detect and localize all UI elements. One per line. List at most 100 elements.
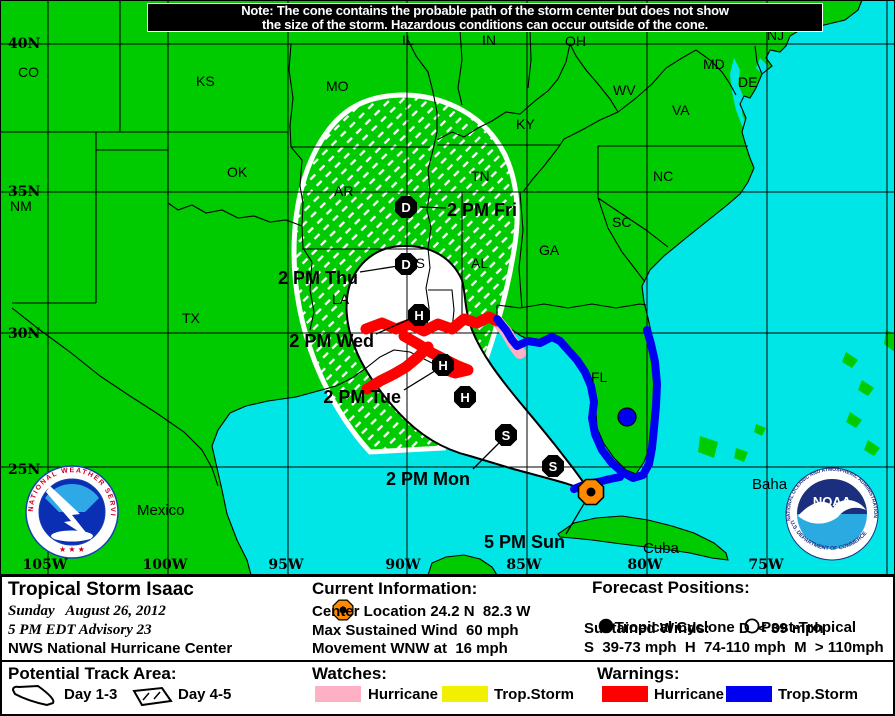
chesapeake-delaware-bays xyxy=(730,58,768,128)
hurricane-watch-label: Hurricane xyxy=(368,686,439,703)
svg-text:KY: KY xyxy=(516,116,535,132)
svg-text:2 PM Wed: 2 PM Wed xyxy=(289,331,374,351)
svg-text:GA: GA xyxy=(539,242,560,258)
trop-storm-watch-label: Trop.Storm xyxy=(494,686,575,703)
marker-s2: S xyxy=(495,424,517,446)
forecast-map: CO KS OK NM TX MO AR LA MS AL GA FL TN K… xyxy=(0,0,895,576)
svg-text:40N: 40N xyxy=(8,36,40,52)
marker-h3: H xyxy=(408,304,430,326)
svg-text:NOAA: NOAA xyxy=(813,494,852,509)
track-area-title: Potential Track Area: xyxy=(8,664,177,683)
svg-text:OK: OK xyxy=(227,164,248,180)
svg-text:CO: CO xyxy=(18,64,39,80)
wind-categories-line: S 39-73 mph H 74-110 mph M > 110mph xyxy=(584,639,884,656)
current-wind: Max Sustained Wind 60 mph xyxy=(312,622,519,639)
svg-text:TX: TX xyxy=(182,310,201,326)
tropical-cyclone-label: Tropical Cyclone xyxy=(614,619,735,636)
trop-storm-warning-swatch xyxy=(726,686,772,702)
svg-text:NC: NC xyxy=(653,168,673,184)
forecast-positions-key: Tropical Cyclone Post-Tropical xyxy=(580,601,856,653)
svg-text:MO: MO xyxy=(326,78,349,94)
svg-text:30N: 30N xyxy=(8,326,40,342)
day4-5-label: Day 4-5 xyxy=(178,686,232,703)
current-location: Center Location 24.2 N 82.3 W xyxy=(312,603,531,620)
forecast-positions-title: Forecast Positions: xyxy=(592,578,750,597)
lon-labels: 105W 100W 95W 90W 85W 80W 75W xyxy=(23,557,784,573)
svg-text:90W: 90W xyxy=(385,557,420,573)
current-movement: Movement WNW at 16 mph xyxy=(312,640,508,657)
svg-text:Baha: Baha xyxy=(752,476,788,493)
svg-text:AR: AR xyxy=(334,183,353,199)
svg-text:105W: 105W xyxy=(23,557,68,573)
svg-text:Mexico: Mexico xyxy=(137,502,185,519)
svg-text:H: H xyxy=(438,358,447,373)
note-line1: Note: The cone contains the probable pat… xyxy=(241,3,729,18)
svg-text:2 PM Fri: 2 PM Fri xyxy=(447,200,517,220)
svg-text:KS: KS xyxy=(196,73,215,89)
svg-text:DE: DE xyxy=(738,74,757,90)
current-info-title-text: Current Information: xyxy=(312,579,478,598)
marker-d2: D xyxy=(395,196,417,218)
hurricane-watch-swatch xyxy=(315,686,361,702)
sustained-winds-line: Sustained Winds: D < 39 mph xyxy=(584,620,824,637)
svg-text:2 PM Mon: 2 PM Mon xyxy=(386,469,470,489)
label-leader-lines xyxy=(359,206,589,535)
svg-text:IN: IN xyxy=(482,32,496,48)
note-line2: the size of the storm. Hazardous conditi… xyxy=(261,17,709,32)
svg-text:S: S xyxy=(549,459,558,474)
svg-text:S: S xyxy=(502,428,511,443)
svg-text:Cuba: Cuba xyxy=(643,540,680,557)
svg-text:2 PM Thu: 2 PM Thu xyxy=(278,268,358,288)
svg-text:25N: 25N xyxy=(8,462,40,478)
hurricane-warning-label: Hurricane xyxy=(654,686,725,703)
warnings-title: Warnings: xyxy=(597,664,680,683)
info-panel: Tropical Storm Isaac Sunday August 26, 2… xyxy=(0,575,895,716)
cone-note-banner: Note: The cone contains the probable pat… xyxy=(147,3,823,32)
marker-s1: S xyxy=(542,455,564,477)
storm-advisory: 5 PM EDT Advisory 23 xyxy=(8,622,152,638)
svg-text:75W: 75W xyxy=(748,557,783,573)
post-tropical-label: Post-Tropical xyxy=(761,619,857,636)
trop-storm-watch-swatch xyxy=(442,686,488,702)
svg-text:SC: SC xyxy=(612,214,631,230)
place-labels: Mexico Cuba Baha xyxy=(137,476,788,557)
lake-okeechobee-warning xyxy=(617,407,637,427)
svg-text:2 PM Tue: 2 PM Tue xyxy=(323,387,401,407)
marker-d1: D xyxy=(395,253,417,275)
marker-h2: H xyxy=(432,354,454,376)
svg-text:NM: NM xyxy=(10,198,32,214)
svg-text:95W: 95W xyxy=(268,557,303,573)
svg-text:H: H xyxy=(414,308,423,323)
svg-text:35N: 35N xyxy=(8,184,40,200)
svg-text:LA: LA xyxy=(332,291,350,307)
forecast-position-markers: S S H H H D D xyxy=(395,196,605,506)
svg-text:TN: TN xyxy=(471,168,490,184)
svg-text:FL: FL xyxy=(591,369,608,385)
post-tropical-icon xyxy=(744,618,760,634)
svg-text:100W: 100W xyxy=(143,557,188,573)
svg-text:VA: VA xyxy=(672,102,690,118)
svg-text:80W: 80W xyxy=(627,557,662,573)
time-labels: 5 PM Sun 2 PM Mon 2 PM Tue 2 PM Wed 2 PM… xyxy=(278,200,565,552)
svg-text:MD: MD xyxy=(703,56,725,72)
storm-title: Tropical Storm Isaac xyxy=(8,579,194,600)
tropical-cyclone-icon xyxy=(598,618,613,634)
noaa-logo: NOAA NATIONAL OCEANIC AND ATMOSPHERIC AD… xyxy=(785,467,879,561)
svg-text:★ ★ ★: ★ ★ ★ xyxy=(59,545,85,554)
watches-title: Watches: xyxy=(312,664,387,683)
lat-lon-gridlines xyxy=(0,0,895,575)
day4-5-cone-icon xyxy=(132,686,173,707)
marker-h1: H xyxy=(454,386,476,408)
svg-text:IL: IL xyxy=(402,32,414,48)
day1-3-cone-icon xyxy=(11,684,55,707)
current-position-marker xyxy=(577,478,605,506)
svg-text:AL: AL xyxy=(471,255,488,271)
svg-text:WV: WV xyxy=(613,82,636,98)
storm-date: Sunday August 26, 2012 xyxy=(8,603,166,619)
lat-labels: 40N 35N 30N 25N xyxy=(8,36,40,478)
svg-text:5 PM Sun: 5 PM Sun xyxy=(484,532,565,552)
day1-3-label: Day 1-3 xyxy=(64,686,118,703)
svg-text:D: D xyxy=(401,200,410,215)
current-position-legend-icon xyxy=(332,599,354,621)
